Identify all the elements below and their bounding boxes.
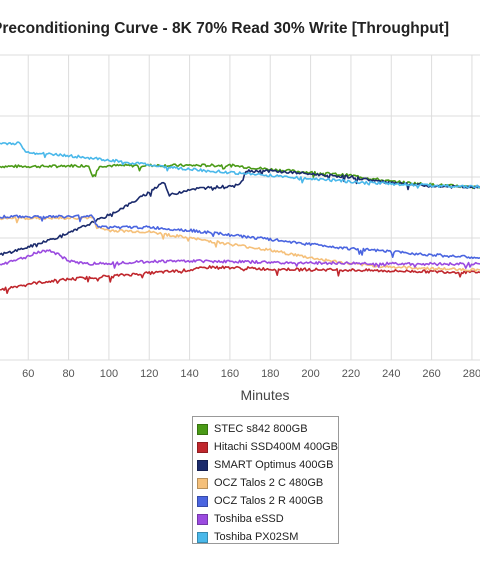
legend-label: STEC s842 800GB [214, 423, 308, 435]
series-line-smart-optimus-400gb [0, 168, 480, 256]
x-tick-label: 280 [463, 368, 480, 380]
x-tick-label: 180 [261, 368, 279, 380]
legend-label: OCZ Talos 2 R 400GB [214, 495, 324, 507]
legend-swatch [197, 459, 208, 471]
x-tick-label: 220 [342, 368, 360, 380]
x-tick-label: 80 [62, 368, 74, 380]
x-tick-label: 160 [221, 368, 239, 380]
legend-item: OCZ Talos 2 C 480GB [197, 474, 338, 492]
x-tick-labels: 60 80 100 120 140 160 180 200 220 240 260 280 [22, 368, 480, 380]
x-axis-label: Minutes [240, 387, 290, 403]
legend-swatch [197, 513, 208, 525]
x-tick-label: 200 [301, 368, 319, 380]
legend-item: Toshiba eSSD [197, 510, 338, 528]
x-tick-label: 120 [140, 368, 158, 380]
legend-label: Toshiba PX02SM [214, 531, 299, 543]
legend-item: STEC s842 800GB [197, 420, 338, 438]
grid-lines [0, 54, 480, 361]
legend-swatch [197, 423, 208, 435]
series-line-toshiba-px02sm [0, 141, 480, 189]
legend-swatch [197, 531, 208, 543]
series-line-ocz-talos-2-r-400gb [0, 214, 480, 260]
x-tick-label: 260 [422, 368, 440, 380]
legend-item: Hitachi SSD400M 400GB [197, 438, 338, 456]
series-line-toshiba-essd [0, 249, 480, 270]
x-tick-label: 60 [22, 368, 34, 380]
series-line-stec-s842-800gb [0, 163, 480, 190]
series-line-hitachi-ssd400m-400gb [0, 265, 480, 295]
legend-label: Toshiba eSSD [214, 513, 284, 525]
x-tick-label: 140 [180, 368, 198, 380]
legend-swatch [197, 477, 208, 489]
legend-item: SMART Optimus 400GB [197, 456, 338, 474]
x-tick-label: 240 [382, 368, 400, 380]
legend-item: OCZ Talos 2 R 400GB [197, 492, 338, 510]
legend-swatch [197, 495, 208, 507]
chart-title: Preconditioning Curve - 8K 70% Read 30% … [0, 20, 450, 37]
legend: STEC s842 800GB Hitachi SSD400M 400GB SMAR… [192, 416, 339, 544]
legend-label: SMART Optimus 400GB [214, 459, 334, 471]
legend-label: OCZ Talos 2 C 480GB [214, 477, 324, 489]
legend-swatch [197, 441, 208, 453]
legend-item: Toshiba PX02SM [197, 528, 338, 546]
series-lines [0, 141, 480, 295]
legend-label: Hitachi SSD400M 400GB [213, 441, 338, 453]
x-tick-label: 100 [100, 368, 118, 380]
